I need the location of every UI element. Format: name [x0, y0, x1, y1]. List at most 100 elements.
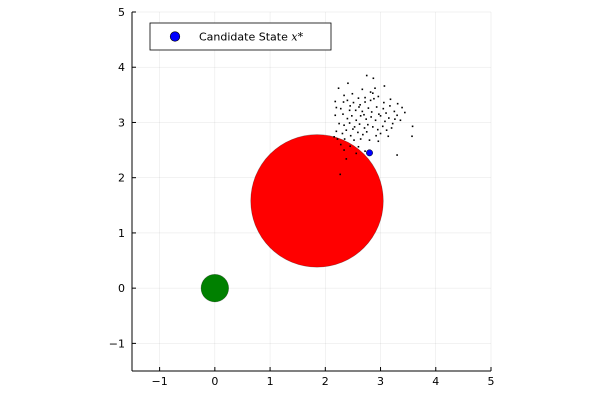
y-tick-label-4: 3 [118, 116, 125, 129]
start-circle [200, 274, 229, 303]
sample-point-73 [379, 132, 382, 135]
sample-point-35 [393, 110, 396, 113]
sample-point-39 [342, 113, 344, 115]
sample-point-10 [364, 96, 366, 99]
sample-point-55 [353, 126, 356, 128]
sample-point-32 [370, 111, 373, 113]
x-tick-label-1: 0 [211, 375, 218, 388]
sample-point-51 [399, 119, 402, 122]
sample-point-92 [374, 87, 376, 90]
sample-point-93 [389, 98, 392, 101]
sample-point-45 [370, 116, 372, 118]
sample-point-22 [382, 107, 385, 110]
sample-point-78 [343, 138, 346, 140]
y-tick-label-6: 5 [118, 6, 125, 19]
candidate-state-point [366, 149, 373, 157]
sample-point-90 [345, 158, 348, 160]
sample-point-62 [385, 129, 388, 131]
sample-point-95 [394, 118, 396, 120]
sample-point-61 [381, 125, 384, 128]
y-tick-label-0: −1 [109, 337, 125, 350]
legend-label-text: Candidate State [199, 31, 291, 44]
sample-point-50 [391, 122, 394, 125]
sample-point-66 [341, 132, 344, 135]
sample-point-3 [372, 77, 375, 80]
sample-point-71 [365, 131, 368, 133]
sample-point-94 [357, 97, 360, 99]
legend: Candidate State x* [149, 22, 332, 51]
sample-point-82 [377, 140, 380, 143]
x-tick-label-4: 3 [377, 375, 384, 388]
sample-point-57 [363, 127, 366, 129]
sample-point-64 [411, 125, 414, 128]
tick-labels: −1 0 1 2 3 4 5 −1 0 1 2 3 4 5 [109, 6, 495, 388]
sample-point-23 [389, 105, 391, 107]
sample-point-40 [346, 117, 349, 120]
sample-point-31 [367, 107, 370, 109]
sample-point-5 [361, 88, 364, 91]
legend-label-candidate: Candidate State x* [199, 31, 304, 44]
sample-point-14 [396, 102, 399, 105]
sample-point-8 [343, 94, 345, 97]
x-tick-label-6: 5 [488, 375, 495, 388]
sample-point-91 [339, 173, 342, 176]
sample-point-53 [343, 124, 345, 127]
sample-point-29 [358, 106, 360, 108]
sample-point-33 [379, 115, 382, 117]
y-tick-label-5: 4 [118, 61, 125, 74]
sample-point-1 [347, 82, 349, 85]
sample-point-81 [368, 139, 371, 141]
sample-point-69 [357, 131, 359, 134]
sample-point-99 [348, 109, 351, 112]
data-layer [200, 74, 414, 303]
sample-point-56 [358, 123, 361, 125]
sample-point-30 [361, 110, 364, 113]
sample-point-24 [401, 106, 403, 109]
sample-point-85 [357, 145, 360, 148]
sample-point-48 [384, 120, 386, 123]
y-tick-label-3: 2 [118, 172, 125, 185]
sample-point-54 [348, 122, 351, 124]
sample-point-88 [364, 150, 366, 152]
sample-point-70 [362, 133, 364, 136]
x-tick-label-3: 2 [322, 375, 329, 388]
sample-point-42 [355, 119, 358, 122]
sample-point-25 [335, 106, 338, 109]
sample-point-76 [333, 136, 335, 138]
sample-point-21 [375, 106, 378, 108]
axes [131, 11, 492, 372]
sample-point-27 [349, 105, 351, 107]
sample-point-19 [359, 103, 361, 106]
sample-point-43 [359, 115, 362, 117]
sample-point-59 [372, 126, 374, 128]
sample-point-6 [369, 91, 372, 93]
sample-point-38 [334, 114, 337, 117]
sample-point-26 [339, 107, 342, 110]
sample-point-80 [359, 138, 362, 140]
sample-point-7 [372, 92, 374, 94]
sample-point-77 [336, 138, 339, 140]
sample-point-37 [404, 111, 406, 114]
sample-point-58 [367, 123, 369, 126]
sample-point-0 [337, 87, 340, 90]
sample-point-72 [375, 134, 377, 137]
sample-point-98 [363, 113, 365, 116]
sample-point-15 [334, 100, 337, 103]
sample-point-60 [376, 128, 379, 131]
sample-point-79 [353, 139, 355, 141]
sample-point-89 [396, 154, 398, 156]
sample-point-4 [383, 85, 386, 87]
sample-point-13 [377, 95, 380, 98]
sample-point-49 [388, 117, 390, 119]
obstacle-circle [250, 134, 384, 268]
sample-point-34 [385, 112, 387, 114]
sample-point-18 [352, 101, 355, 104]
sample-point-52 [338, 122, 340, 125]
sample-point-67 [345, 129, 348, 131]
sample-point-68 [349, 134, 352, 137]
sample-point-63 [390, 127, 393, 129]
sample-point-2 [365, 74, 368, 77]
x-tick-label-5: 4 [432, 375, 439, 388]
x-tick-label-0: −1 [152, 375, 168, 388]
sample-point-75 [411, 135, 413, 138]
